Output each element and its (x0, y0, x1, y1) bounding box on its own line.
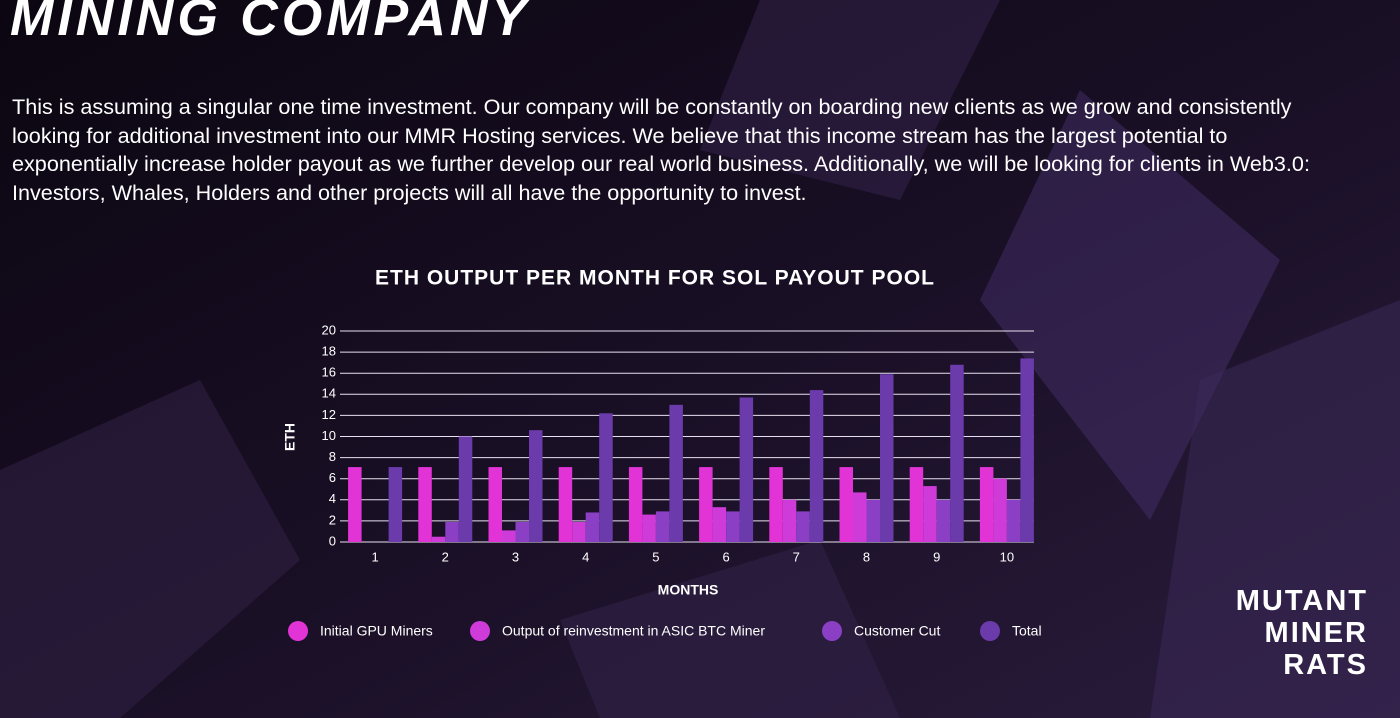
bg-shape (700, 0, 1000, 200)
bar (739, 397, 754, 542)
x-tick-label: 3 (512, 549, 519, 564)
y-tick-label: 14 (322, 386, 336, 401)
bar (418, 467, 432, 542)
y-tick-label: 10 (322, 428, 336, 443)
legend-swatch (288, 621, 308, 641)
body-text: This is assuming a singular one time inv… (12, 94, 1310, 205)
bar (599, 413, 613, 542)
bar (502, 530, 516, 542)
bar (712, 507, 727, 542)
bar (950, 364, 964, 542)
bar (839, 467, 853, 542)
bar (909, 467, 924, 542)
bar (866, 499, 880, 542)
legend-swatch (980, 621, 1000, 641)
bar (853, 492, 867, 542)
y-tick-label: 0 (329, 533, 336, 548)
bg-shape (0, 380, 300, 718)
bar (572, 521, 586, 542)
bar (348, 467, 362, 542)
bar (726, 511, 740, 542)
logo-line: RATS (1283, 649, 1368, 681)
y-tick-label: 18 (322, 344, 336, 359)
bar (529, 430, 543, 542)
x-tick-label: 4 (582, 549, 589, 564)
y-tick-label: 8 (329, 449, 336, 464)
bar (388, 467, 403, 542)
y-axis-label: ETH (282, 423, 298, 451)
bar (585, 512, 600, 542)
legend-label: Output of reinvestment in ASIC BTC Miner (502, 623, 765, 639)
chart-title: ETH OUTPUT PER MONTH FOR SOL PAYOUT POOL (375, 267, 935, 290)
bar (993, 478, 1007, 542)
y-tick-label: 6 (329, 470, 336, 485)
bar (642, 514, 656, 542)
x-tick-label: 8 (863, 549, 870, 564)
page-title: MINING COMPANY (10, 0, 531, 47)
bar (769, 467, 783, 542)
logo-line: MUTANT (1235, 585, 1368, 617)
legend-label: Initial GPU Miners (320, 623, 433, 639)
x-tick-label: 6 (722, 549, 729, 564)
x-tick-label: 1 (371, 549, 378, 564)
bar (558, 467, 573, 542)
bar (1006, 499, 1021, 542)
bar (669, 404, 683, 542)
x-tick-label: 2 (442, 549, 449, 564)
x-tick-label: 10 (1000, 549, 1014, 564)
bar (655, 511, 670, 542)
bar (445, 521, 459, 542)
legend-label: Customer Cut (854, 623, 940, 639)
bar (979, 467, 994, 542)
bar (515, 521, 529, 542)
y-tick-label: 20 (322, 322, 336, 337)
legend-label: Total (1012, 623, 1042, 639)
bar (458, 436, 473, 542)
bar (936, 499, 951, 542)
y-tick-label: 4 (329, 491, 336, 506)
bg-shape (560, 540, 900, 718)
x-tick-label: 9 (933, 549, 940, 564)
bar (809, 390, 824, 542)
logo-line: MINER (1264, 617, 1368, 649)
bg-shape (1150, 300, 1400, 718)
bg-shape (980, 90, 1280, 520)
bar (1020, 358, 1034, 542)
bar (431, 536, 446, 542)
bar (628, 467, 643, 542)
x-tick-label: 7 (793, 549, 800, 564)
x-tick-label: 5 (652, 549, 659, 564)
bar (880, 374, 894, 542)
y-tick-label: 12 (322, 407, 336, 422)
y-tick-label: 2 (329, 512, 336, 527)
legend-swatch (470, 621, 490, 641)
bar (699, 467, 713, 542)
bar (782, 499, 797, 542)
bar (923, 486, 937, 542)
legend-swatch (822, 621, 842, 641)
bar (488, 467, 502, 542)
bar (796, 511, 810, 542)
x-axis-label: MONTHS (658, 582, 719, 598)
y-tick-label: 16 (322, 365, 336, 380)
